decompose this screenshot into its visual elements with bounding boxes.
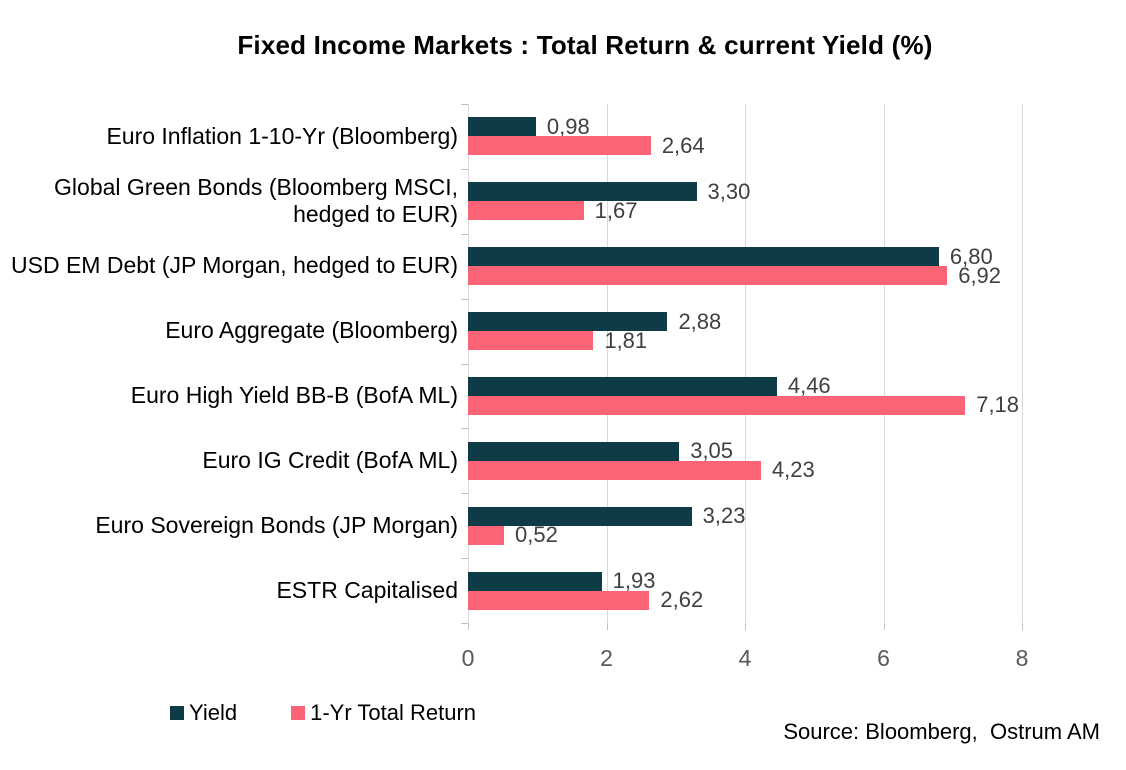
x-axis-tick [468,623,469,630]
bar-cell: 0,98 2,64 [468,104,1060,169]
legend: Yield 1-Yr Total Return [170,700,476,726]
legend-item-total-return: 1-Yr Total Return [291,700,476,726]
return-value-label: 2,62 [660,587,704,613]
chart-row: ESTR Capitalised 1,93 2,62 [0,558,1060,623]
return-bar [468,136,651,156]
bar-line: 6,92 [468,263,1060,288]
return-value-label: 0,52 [515,522,558,548]
bar-cell: 2,88 1,81 [468,299,1060,364]
x-axis-tick-label: 0 [461,645,475,671]
return-bar [468,395,966,415]
yield-value-label: 3,30 [707,178,751,204]
return-bar [468,590,650,610]
category-label: Euro High Yield BB-B (BofA ML) [130,382,458,409]
bar-line: 1,93 [468,568,1060,593]
bar-line: 2,62 [468,587,1060,612]
chart-row: Euro Aggregate (Bloomberg) 2,88 1,81 [0,299,1060,364]
bar-cell: 3,23 0,52 [468,493,1060,558]
return-value-label: 2,64 [661,132,705,158]
yield-bar [468,506,692,526]
yield-value-label: 3,05 [690,438,734,464]
chart-row: Euro High Yield BB-B (BofA ML) 4,46 7,18 [0,364,1060,429]
bar-line: 1,81 [468,328,1060,353]
yield-value-label: 3,23 [702,503,746,529]
x-axis-tick [745,623,746,630]
legend-label-total-return: 1-Yr Total Return [310,700,477,725]
chart-row: Euro Inflation 1-10-Yr (Bloomberg) 0,98 2,… [0,104,1060,169]
source-caption: Source: Bloomberg, Ostrum AM [783,719,1100,744]
return-bar [468,201,584,221]
legend-item-yield: Yield [170,700,237,726]
bar-line: 2,88 [468,309,1060,334]
yield-value-label: 0,98 [546,113,590,139]
bar-line: 3,23 [468,503,1060,528]
yield-value-label: 4,46 [787,373,831,399]
bar-line: 4,23 [468,457,1060,482]
yield-bar [468,247,939,267]
bar-cell: 6,80 6,92 [468,234,1060,299]
y-axis-tick [461,623,468,624]
bar-cell: 4,46 7,18 [468,364,1060,429]
chart-row: USD EM Debt (JP Morgan, hedged to EUR) 6,… [0,234,1060,299]
total-return-swatch-icon [291,706,306,720]
yield-swatch-icon [170,706,184,720]
x-axis-tick-label: 8 [1015,645,1029,671]
bar-line: 3,30 [468,179,1060,204]
yield-bar [468,182,697,202]
bar-line: 2,64 [468,133,1060,158]
yield-bar [468,312,668,332]
yield-bar [468,571,602,591]
x-axis-tick-labels: 0 2 4 6 8 [462,645,1060,673]
bar-cell: 3,05 4,23 [468,428,1060,493]
yield-bar [468,441,680,461]
return-value-label: 6,92 [958,262,1002,288]
return-value-label: 4,23 [771,457,815,483]
category-label: Euro Sovereign Bonds (JP Morgan) [95,511,458,538]
bar-line: 4,46 [468,373,1060,398]
yield-value-label: 6,80 [949,243,993,269]
return-bar [468,525,504,545]
category-label: ESTR Capitalised [276,576,458,603]
yield-value-label: 2,88 [678,308,722,334]
x-axis-tick-label: 4 [738,645,752,671]
return-bar [468,460,761,480]
bar-line: 0,52 [468,522,1060,547]
category-label: Euro Aggregate (Bloomberg) [165,317,458,344]
chart-row: Global Green Bonds (Bloomberg MSCI, hedg… [0,169,1060,234]
category-label: Euro Inflation 1-10-Yr (Bloomberg) [106,122,458,149]
chart-rows: Euro Inflation 1-10-Yr (Bloomberg) 0,98 2,… [0,104,1060,623]
chart-row: Euro Sovereign Bonds (JP Morgan) 3,23 0,52 [0,493,1060,558]
yield-value-label: 1,93 [612,568,656,594]
bar-line: 7,18 [468,392,1060,417]
yield-bar [468,117,536,137]
category-label: USD EM Debt (JP Morgan, hedged to EUR) [11,252,458,279]
x-axis-tick [606,623,608,630]
chart-row: Euro IG Credit (BofA ML) 3,05 4,23 [0,428,1060,493]
chart-title: Fixed Income Markets : Total Return & cu… [237,30,933,60]
return-value-label: 7,18 [976,392,1020,418]
yield-bar [468,376,777,396]
bar-line: 1,67 [468,198,1060,223]
category-label: Global Green Bonds (Bloomberg MSCI, hedg… [54,173,458,228]
bar-line: 0,98 [468,114,1060,139]
return-value-label: 1,81 [604,327,648,353]
x-axis-tick [883,623,885,630]
bar-cell: 1,93 2,62 [468,558,1060,623]
x-axis-tick-label: 2 [600,645,613,671]
return-value-label: 1,67 [594,197,638,223]
x-axis-tick-label: 6 [877,645,890,671]
legend-label-yield: Yield [189,700,238,725]
return-bar [468,266,948,286]
x-axis-tick [1022,623,1023,630]
return-bar [468,331,594,351]
bar-cell: 3,30 1,67 [468,169,1060,234]
bar-line: 6,80 [468,244,1060,269]
category-label: Euro IG Credit (BofA ML) [202,447,458,474]
bar-line: 3,05 [468,438,1060,463]
